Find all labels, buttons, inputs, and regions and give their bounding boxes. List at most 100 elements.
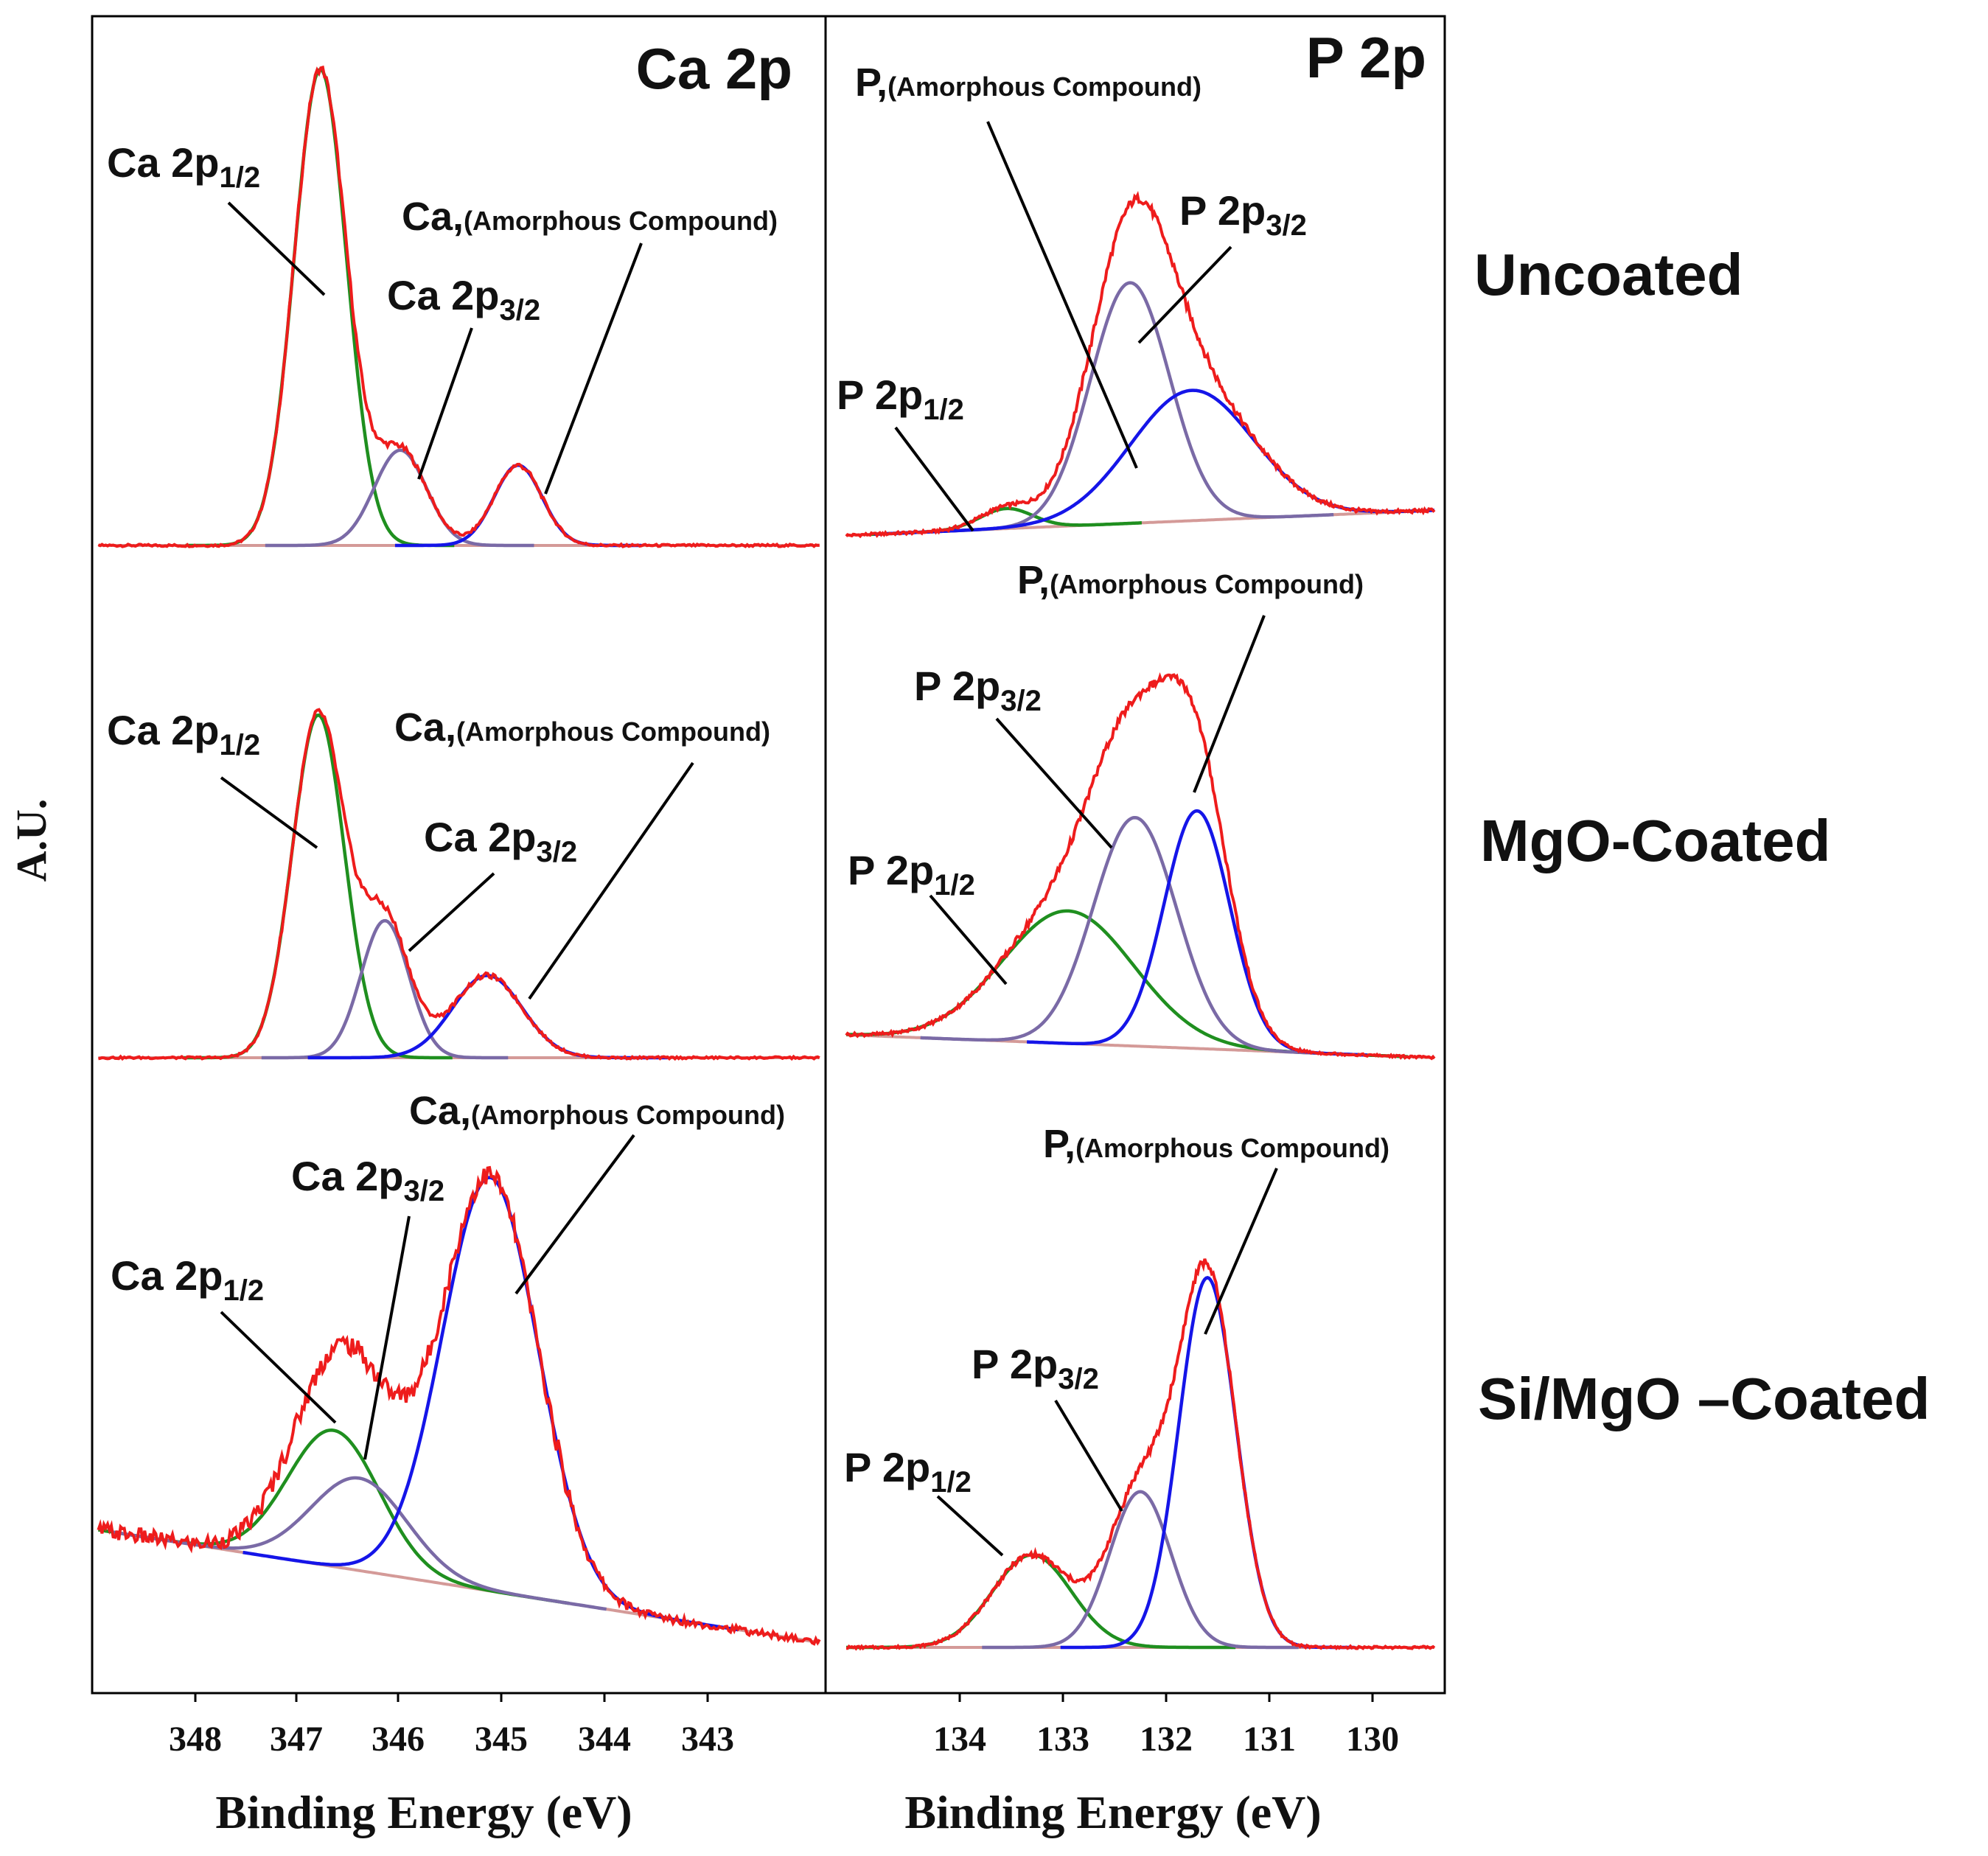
leader-line-p32 bbox=[363, 1215, 411, 1460]
x-tick-label: 133 bbox=[1036, 1720, 1089, 1759]
label-main: P 2p bbox=[972, 1341, 1058, 1387]
p-panel-title: P 2p bbox=[1306, 25, 1426, 90]
label-p12: P 2p1/2 bbox=[848, 847, 975, 901]
p-panel-frame bbox=[824, 15, 1446, 1695]
label-main: Ca, bbox=[409, 1089, 471, 1133]
envelope-line bbox=[846, 1258, 1436, 1651]
leader-line-p12 bbox=[894, 426, 974, 532]
p32-peak bbox=[113, 1476, 607, 1611]
ca-panel-title: Ca 2p bbox=[636, 36, 792, 101]
amorphous-peak bbox=[307, 974, 668, 1060]
x-axis-ticks: 348 347 346 345 344 343 134 133 132 131 130 bbox=[169, 1693, 1399, 1759]
label-sub: (Amorphous Compound) bbox=[456, 716, 770, 747]
label-p32: Ca 2p3/2 bbox=[424, 814, 577, 868]
p32-peak bbox=[982, 1490, 1299, 1650]
label-p32: P 2p3/2 bbox=[914, 663, 1042, 717]
spectrum-1-1 bbox=[845, 672, 1436, 1061]
label-amorphous: P,(Amorphous Compound) bbox=[1043, 1122, 1389, 1166]
envelope-line bbox=[845, 672, 1436, 1061]
amorphous-peak bbox=[394, 464, 642, 548]
envelope-line bbox=[97, 1165, 821, 1646]
ca-x-axis-label: Binding Energy (eV) bbox=[215, 1786, 632, 1838]
label-main: Ca, bbox=[402, 195, 464, 239]
amorphous-peak bbox=[1060, 1276, 1355, 1650]
label-sub: 3/2 bbox=[1058, 1363, 1099, 1395]
p-x-axis-label: Binding Energy (eV) bbox=[904, 1786, 1321, 1838]
leader-line-p32 bbox=[995, 717, 1113, 849]
x-tick-label: 131 bbox=[1243, 1720, 1296, 1759]
label-sub: 1/2 bbox=[934, 869, 975, 901]
label-main: Ca 2p bbox=[424, 814, 537, 860]
label-sub: 1/2 bbox=[220, 161, 261, 194]
label-sub: 3/2 bbox=[537, 836, 578, 868]
label-sub: 1/2 bbox=[923, 394, 964, 426]
label-sub: (Amorphous Compound) bbox=[887, 71, 1201, 102]
label-p12: P 2p1/2 bbox=[837, 371, 964, 426]
amorphous-peak bbox=[1026, 809, 1367, 1057]
label-amorphous: Ca,(Amorphous Compound) bbox=[402, 195, 778, 239]
spectra bbox=[97, 65, 1436, 1651]
label-sub: 1/2 bbox=[220, 729, 261, 761]
x-tick-label: 132 bbox=[1140, 1720, 1193, 1759]
label-p32: Ca 2p3/2 bbox=[387, 272, 540, 327]
label-p12: Ca 2p1/2 bbox=[107, 139, 260, 194]
label-p32: P 2p3/2 bbox=[1179, 187, 1307, 242]
label-amorphous: P,(Amorphous Compound) bbox=[855, 60, 1201, 105]
label-main: Ca 2p bbox=[111, 1252, 223, 1299]
label-sub: (Amorphous Compound) bbox=[1075, 1133, 1389, 1163]
label-main: P, bbox=[1017, 558, 1050, 602]
leader-line-p12 bbox=[227, 201, 326, 296]
label-main: P 2p bbox=[837, 371, 923, 418]
label-p12: Ca 2p1/2 bbox=[111, 1252, 264, 1307]
leader-line-p12 bbox=[929, 894, 1008, 985]
label-main: Ca 2p bbox=[387, 272, 500, 318]
label-sub: (Amorphous Compound) bbox=[1050, 569, 1364, 599]
label-main: P, bbox=[855, 60, 887, 105]
leader-lines bbox=[220, 121, 1278, 1557]
label-sub: 1/2 bbox=[223, 1274, 265, 1307]
x-tick-label: 348 bbox=[169, 1720, 222, 1759]
row-label-mgo-coated: MgO-Coated bbox=[1480, 808, 1831, 873]
label-main: P, bbox=[1043, 1122, 1075, 1166]
x-tick-label: 345 bbox=[475, 1720, 528, 1759]
leader-line-amorphous bbox=[544, 243, 643, 495]
leader-line-p12 bbox=[936, 1495, 1004, 1557]
p12-peak bbox=[846, 909, 1409, 1058]
leader-line-p32 bbox=[1137, 245, 1232, 344]
leader-line-amorphous bbox=[986, 121, 1138, 469]
label-main: Ca, bbox=[394, 705, 456, 750]
label-main: P 2p bbox=[844, 1444, 930, 1490]
label-main: Ca 2p bbox=[107, 707, 220, 753]
spectrum-1-2 bbox=[846, 1258, 1436, 1651]
spectrum-1-0 bbox=[845, 191, 1436, 539]
p32-peak bbox=[261, 918, 509, 1060]
x-tick-label: 130 bbox=[1346, 1720, 1399, 1759]
x-tick-label: 344 bbox=[578, 1720, 631, 1759]
row-label-si-mgo-coated: Si/MgO –Coated bbox=[1478, 1366, 1930, 1431]
label-sub: 3/2 bbox=[404, 1175, 445, 1207]
label-amorphous: P,(Amorphous Compound) bbox=[1017, 558, 1364, 602]
label-sub: (Amorphous Compound) bbox=[471, 1100, 785, 1130]
spectrum-0-2 bbox=[97, 1165, 821, 1646]
label-main: P 2p bbox=[1179, 187, 1266, 234]
envelope-line bbox=[97, 65, 820, 548]
label-main: Ca 2p bbox=[291, 1153, 404, 1199]
p32-peak bbox=[265, 448, 534, 548]
leader-line-p32 bbox=[408, 872, 495, 952]
label-p12: Ca 2p1/2 bbox=[107, 707, 260, 761]
spectrum-0-0 bbox=[97, 65, 820, 548]
leader-line-p12 bbox=[220, 776, 318, 849]
label-sub: 3/2 bbox=[500, 294, 541, 327]
label-p12: P 2p1/2 bbox=[844, 1444, 972, 1499]
envelope-line bbox=[98, 708, 820, 1061]
leader-line-p12 bbox=[220, 1311, 337, 1424]
p12-peak bbox=[184, 713, 453, 1060]
label-main: Ca 2p bbox=[107, 139, 220, 186]
x-tick-label: 134 bbox=[933, 1720, 986, 1759]
leader-line-amorphous bbox=[1193, 615, 1266, 793]
leader-line-p32 bbox=[1054, 1399, 1123, 1513]
leader-line-amorphous bbox=[528, 761, 694, 1000]
spectrum-0-1 bbox=[98, 708, 820, 1061]
leader-line-amorphous bbox=[1204, 1168, 1278, 1335]
